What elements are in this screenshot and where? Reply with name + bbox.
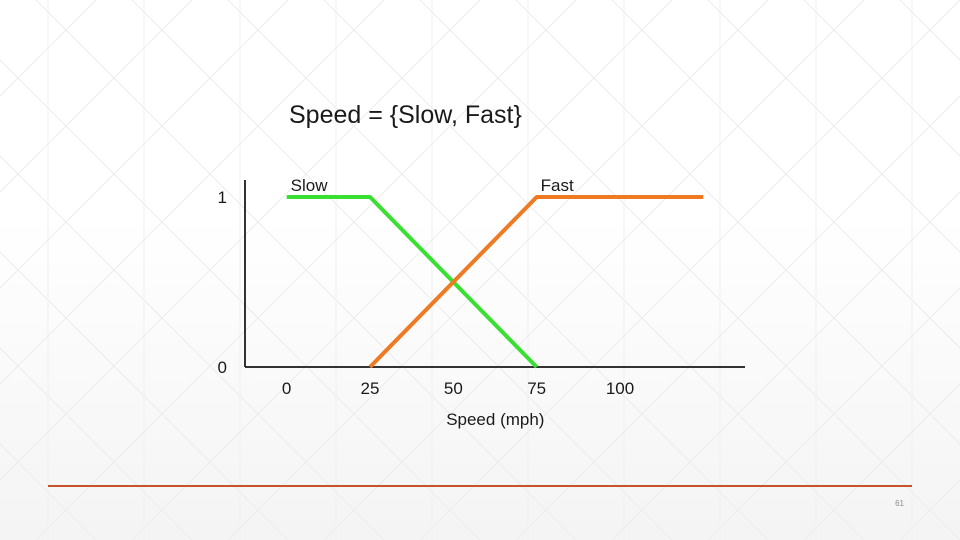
background-pattern-line [0, 0, 385, 385]
series-line-slow [286, 195, 539, 369]
background-pattern-line [515, 95, 960, 540]
x-tick-label: 50 [444, 379, 463, 398]
background-pattern-line [0, 347, 193, 540]
x-tick-label: 100 [606, 379, 634, 398]
background-pattern-line [0, 0, 289, 289]
background-pattern-line [0, 443, 97, 540]
series-label-slow: Slow [291, 176, 329, 195]
page-number: 61 [895, 499, 904, 508]
background-pattern-line [707, 287, 960, 540]
y-tick-label: 1 [218, 188, 227, 207]
series-line-fast [368, 195, 704, 369]
background-pattern-line [323, 0, 865, 540]
background-pattern-line [227, 0, 769, 540]
slide-title: Speed = {Slow, Fast} [289, 101, 522, 129]
background-pattern-line [0, 0, 481, 481]
background-pattern-line [611, 191, 960, 540]
background-pattern-line [35, 0, 577, 540]
background-pattern-line [803, 383, 960, 540]
x-tick-label: 25 [361, 379, 380, 398]
background-pattern-line [803, 0, 960, 157]
background-pattern-line [419, 0, 960, 540]
background-pattern-line [131, 0, 673, 540]
footer-divider [48, 485, 912, 487]
x-axis-label: Speed (mph) [446, 410, 544, 429]
x-tick-label: 75 [527, 379, 546, 398]
background-pattern-line [0, 0, 97, 97]
background-pattern-line [707, 0, 960, 253]
series-label-fast: Fast [541, 176, 574, 195]
x-tick-label: 0 [282, 379, 291, 398]
background-pattern-line [0, 0, 193, 193]
y-tick-label: 0 [218, 358, 227, 377]
